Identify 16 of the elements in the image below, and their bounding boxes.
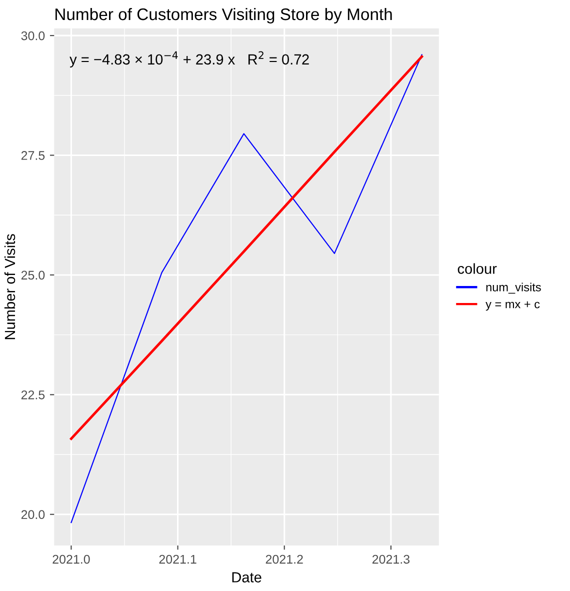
x-tick-label: 2021.1 [159,554,196,564]
legend-title: colour [458,263,497,274]
y-tick-label: 25.0 [21,270,45,280]
y-axis-title: Number of Visits [4,234,16,340]
y-tick-label: 27.5 [21,151,45,160]
x-tick-label: 2021.3 [372,554,410,564]
y-tick-label: 22.5 [21,390,45,400]
annotation: y = −4.83 × 10$^{−4}$ + 23.9 x R$^{2}$ = 0.72 [70,51,309,68]
y-tick-label: 20.0 [21,510,45,520]
x-tick-label: 2021.0 [52,554,90,564]
y-tick-label: 30.0 [21,31,45,40]
legend-label: num_visits [486,282,541,294]
legend-label: y = mx + c [486,301,540,311]
chart-title: Number of Customers Visiting Store by Month [56,8,392,24]
x-axis-title: Date [232,572,262,582]
x-tick-label: 2021.2 [266,554,303,564]
